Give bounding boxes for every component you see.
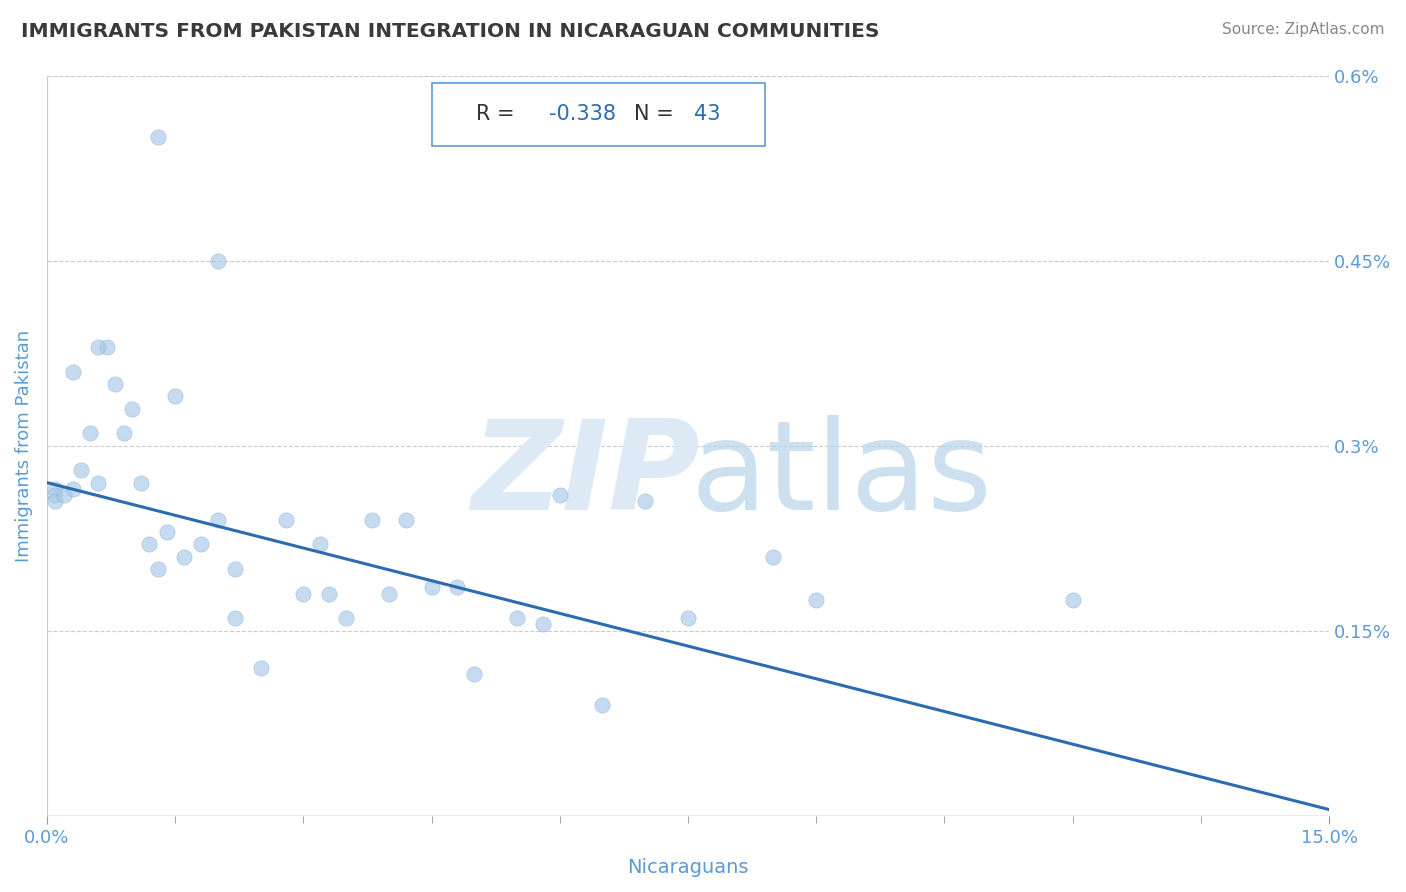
Point [446, 581, 468, 595]
Point [62, 482, 84, 496]
Point [224, 562, 246, 576]
Point [79, 426, 101, 441]
Point [96, 340, 118, 354]
Point [224, 611, 246, 625]
FancyBboxPatch shape [432, 83, 765, 145]
Point [53, 488, 76, 502]
Text: IMMIGRANTS FROM PAKISTAN INTEGRATION IN NICARAGUAN COMMUNITIES: IMMIGRANTS FROM PAKISTAN INTEGRATION IN … [21, 22, 880, 41]
Point [276, 513, 298, 527]
Point [44, 488, 66, 502]
Point [138, 537, 160, 551]
Point [44, 494, 66, 508]
Point [395, 513, 418, 527]
Text: N =: N = [634, 104, 681, 124]
Point [70, 463, 93, 477]
Point [62, 365, 84, 379]
Point [207, 253, 229, 268]
Point [155, 524, 177, 539]
Point [592, 698, 614, 712]
Point [360, 513, 382, 527]
Point [762, 549, 785, 564]
Point [87, 340, 110, 354]
Point [190, 537, 212, 551]
Text: 43: 43 [695, 104, 721, 124]
Point [146, 130, 169, 145]
Point [146, 562, 169, 576]
Text: atlas: atlas [690, 415, 993, 536]
Text: -0.338: -0.338 [550, 104, 616, 124]
Text: ZIP: ZIP [471, 415, 700, 536]
Point [87, 475, 110, 490]
Point [121, 401, 143, 416]
Point [318, 587, 340, 601]
Point [1062, 592, 1084, 607]
Point [165, 389, 187, 403]
Point [548, 488, 571, 502]
Point [335, 611, 357, 625]
Point [207, 513, 229, 527]
Point [634, 494, 657, 508]
Point [309, 537, 332, 551]
Point [292, 587, 315, 601]
Point [804, 592, 827, 607]
Point [173, 549, 195, 564]
Point [531, 617, 554, 632]
X-axis label: Nicaraguans: Nicaraguans [627, 858, 749, 877]
Point [676, 611, 699, 625]
Point [249, 660, 271, 674]
Point [112, 426, 135, 441]
Y-axis label: Immigrants from Pakistan: Immigrants from Pakistan [15, 329, 32, 562]
Point [378, 587, 401, 601]
Point [506, 611, 529, 625]
Point [104, 376, 127, 391]
Point [463, 666, 485, 681]
Point [44, 482, 66, 496]
Point [420, 581, 443, 595]
Text: Source: ZipAtlas.com: Source: ZipAtlas.com [1222, 22, 1385, 37]
Point [129, 475, 152, 490]
Text: R =: R = [477, 104, 522, 124]
